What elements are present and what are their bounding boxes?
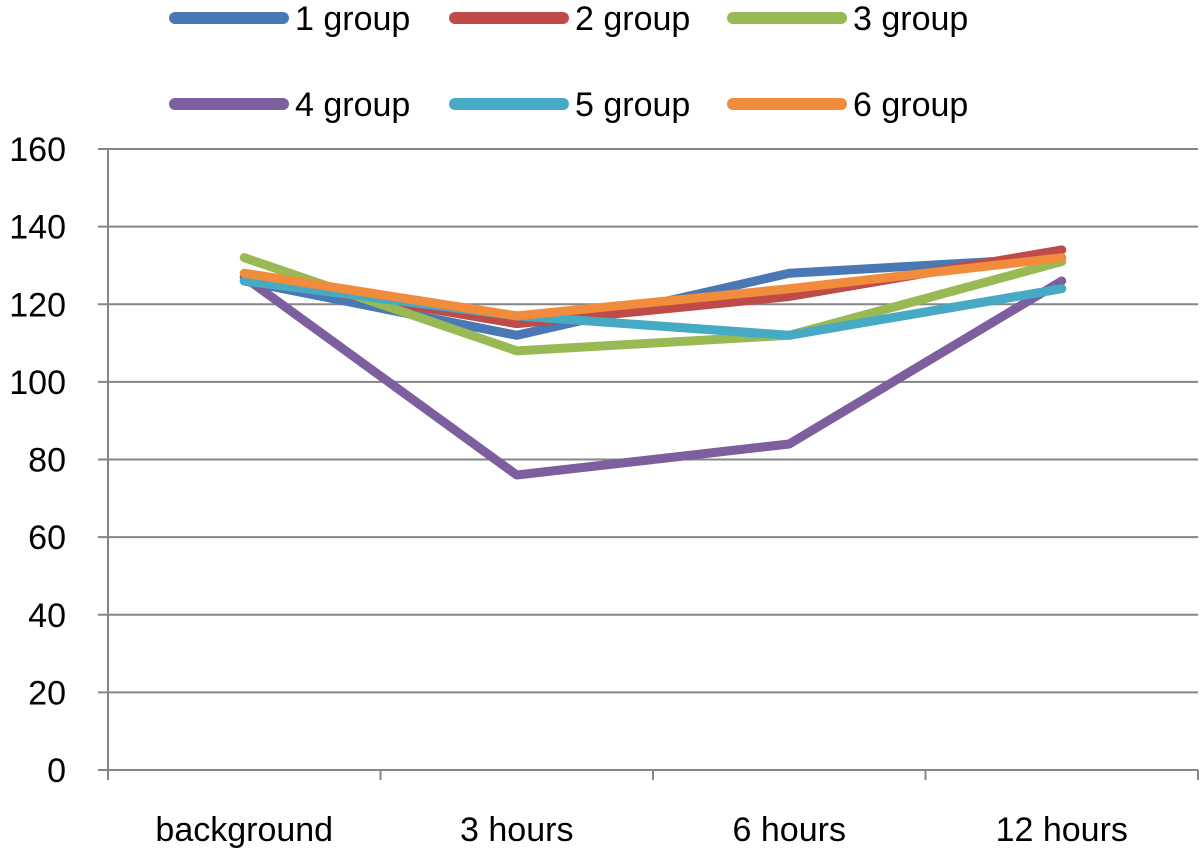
x-tick-label: background <box>155 811 333 849</box>
gridlines <box>108 148 1198 694</box>
y-axis-tick-labels: 0 20 40 60 80 100 120 140 160 <box>9 131 66 790</box>
legend: 1 group 2 group 3 group 4 group 5 group 6 gro… <box>169 0 968 124</box>
y-tick-label: 100 <box>9 364 66 402</box>
legend-label: 6 group <box>853 86 968 124</box>
y-tick-label: 20 <box>28 674 66 712</box>
series-lines <box>239 245 1067 480</box>
legend-label: 4 group <box>295 86 410 124</box>
y-tick-label: 0 <box>47 752 66 790</box>
y-tick-label: 160 <box>9 131 66 169</box>
legend-label: 5 group <box>575 86 690 124</box>
series-line-3 <box>239 253 1067 356</box>
y-tick-label: 80 <box>28 442 66 480</box>
x-tick-label: 6 hours <box>733 811 846 849</box>
legend-item: 1 group <box>169 0 410 38</box>
legend-label: 3 group <box>853 0 968 38</box>
legend-item: 4 group <box>169 86 410 124</box>
series-line-6 <box>239 253 1067 321</box>
legend-label: 1 group <box>295 0 410 38</box>
legend-item: 5 group <box>449 86 690 124</box>
x-tick-label: 3 hours <box>460 811 573 849</box>
legend-item: 6 group <box>727 86 968 124</box>
y-tick-label: 40 <box>28 597 66 635</box>
legend-item: 2 group <box>449 0 690 38</box>
series-line-4 <box>239 272 1067 480</box>
axes <box>98 148 1199 780</box>
legend-label: 2 group <box>575 0 690 38</box>
x-axis-tick-labels: background 3 hours 6 hours 12 hours <box>155 811 1128 849</box>
legend-item: 3 group <box>727 0 968 38</box>
x-tick-label: 12 hours <box>996 811 1128 849</box>
y-tick-label: 60 <box>28 519 66 557</box>
y-tick-label: 120 <box>9 286 66 324</box>
y-tick-label: 140 <box>9 209 66 247</box>
